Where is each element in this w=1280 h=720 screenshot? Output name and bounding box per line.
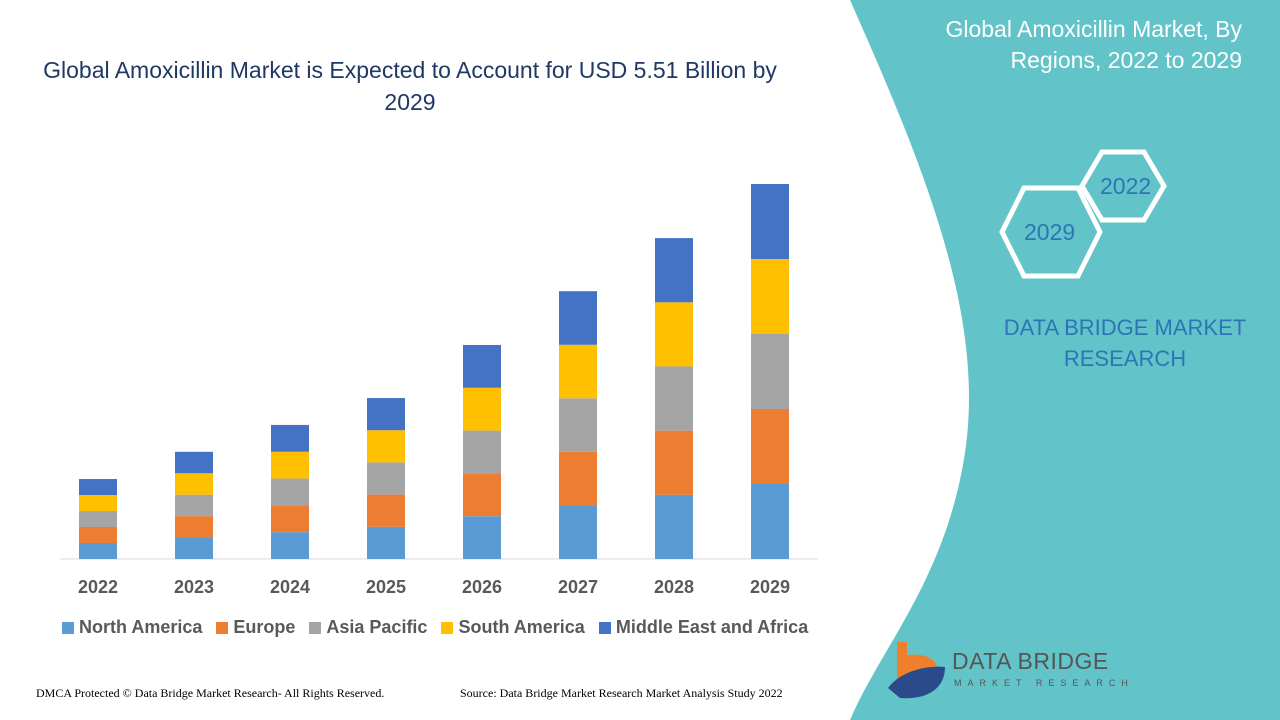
legend-item: Europe — [216, 617, 295, 638]
bar-2023-asia-pacific — [175, 494, 213, 517]
hex-label-2029: 2029 — [1024, 219, 1076, 245]
bar-2029-asia-pacific — [751, 334, 789, 409]
logo-name: DATA BRIDGE — [952, 648, 1109, 674]
side-panel-shape — [850, 0, 1280, 720]
legend-label: Asia Pacific — [326, 617, 428, 637]
bar-2022-asia-pacific — [79, 511, 117, 528]
legend-label: North America — [79, 617, 203, 637]
legend-item: South America — [441, 617, 585, 638]
chart-title: Global Amoxicillin Market is Expected to… — [43, 57, 777, 115]
bar-2023-north-america — [175, 537, 213, 559]
bar-2023-europe — [175, 516, 213, 538]
bar-2023-middle-east-and-africa — [175, 451, 213, 474]
hexagon-2029 — [999, 185, 1103, 279]
logo-tagline: MARKET RESEARCH — [954, 678, 1134, 688]
x-tick-label: 2024 — [270, 577, 310, 597]
bar-2025-north-america — [367, 526, 405, 559]
bar-2028-north-america — [655, 494, 693, 559]
x-tick-label: 2029 — [750, 577, 790, 597]
hex-label-2022: 2022 — [1100, 173, 1152, 199]
side-panel-title: Global Amoxicillin Market, By Regions, 2… — [945, 16, 1242, 73]
bar-2029-middle-east-and-africa — [751, 184, 789, 259]
bar-2027-asia-pacific — [559, 398, 597, 452]
bar-2024-middle-east-and-africa — [271, 424, 309, 452]
bar-2023-south-america — [175, 473, 213, 495]
bar-2026-south-america — [463, 387, 501, 431]
bars — [79, 184, 789, 559]
legend-item: North America — [62, 617, 202, 638]
legend-swatch — [62, 621, 74, 634]
legend-item: Middle East and Africa — [598, 617, 809, 638]
bar-2028-europe — [655, 430, 693, 495]
legend-label: Europe — [233, 617, 296, 637]
x-tick-label: 2022 — [78, 577, 118, 597]
bar-2029-north-america — [751, 484, 789, 559]
x-tick-label: 2025 — [366, 577, 406, 597]
bar-2022-north-america — [79, 543, 117, 559]
bar-2028-middle-east-and-africa — [655, 238, 693, 303]
bar-2025-asia-pacific — [367, 462, 405, 495]
x-tick-label: 2026 — [462, 577, 502, 597]
bar-2029-south-america — [751, 259, 789, 334]
brand-name: DATA BRIDGE MARKET RESEARCH — [1003, 315, 1247, 371]
bar-2024-south-america — [271, 451, 309, 479]
legend-item: Asia Pacific — [309, 617, 427, 638]
legend-swatch — [309, 621, 322, 634]
bar-2022-europe — [79, 527, 117, 544]
legend: North America Europe Asia Pacific South Ame… — [62, 617, 808, 638]
bar-2024-europe — [271, 505, 309, 533]
bar-2027-north-america — [559, 505, 597, 559]
bar-2025-middle-east-and-africa — [367, 398, 405, 431]
bar-2027-middle-east-and-africa — [559, 291, 597, 345]
legend-swatch — [441, 621, 454, 634]
bar-2024-asia-pacific — [271, 478, 309, 506]
logo-icon — [888, 642, 945, 699]
hexagon-2022 — [1079, 149, 1167, 223]
legend-label: Middle East and Africa — [615, 617, 809, 637]
copyright-text: DMCA Protected © Data Bridge Market Rese… — [36, 686, 385, 700]
bar-2029-europe — [751, 409, 789, 484]
bar-2025-europe — [367, 494, 405, 527]
bar-2025-south-america — [367, 430, 405, 463]
x-tick-label: 2023 — [174, 577, 214, 597]
bar-2022-middle-east-and-africa — [79, 479, 117, 496]
bar-2026-north-america — [463, 516, 501, 559]
bar-2028-asia-pacific — [655, 366, 693, 431]
legend-label: South America — [458, 617, 585, 637]
x-tick-label: 2027 — [558, 577, 598, 597]
legend-swatch — [216, 621, 229, 634]
bar-2026-europe — [463, 473, 501, 517]
bar-2027-south-america — [559, 344, 597, 399]
bar-2026-middle-east-and-africa — [463, 344, 501, 388]
bar-2022-south-america — [79, 495, 117, 512]
legend-swatch — [598, 621, 611, 634]
source-text: Source: Data Bridge Market Research Mark… — [460, 686, 783, 700]
bar-2028-south-america — [655, 302, 693, 367]
bar-2027-europe — [559, 451, 597, 506]
bar-2024-north-america — [271, 532, 309, 559]
x-tick-label: 2028 — [654, 577, 694, 597]
bar-2026-asia-pacific — [463, 430, 501, 474]
x-tick-labels: 2022 2023 2024 2025 2026 2027 2028 2029 — [78, 577, 790, 597]
